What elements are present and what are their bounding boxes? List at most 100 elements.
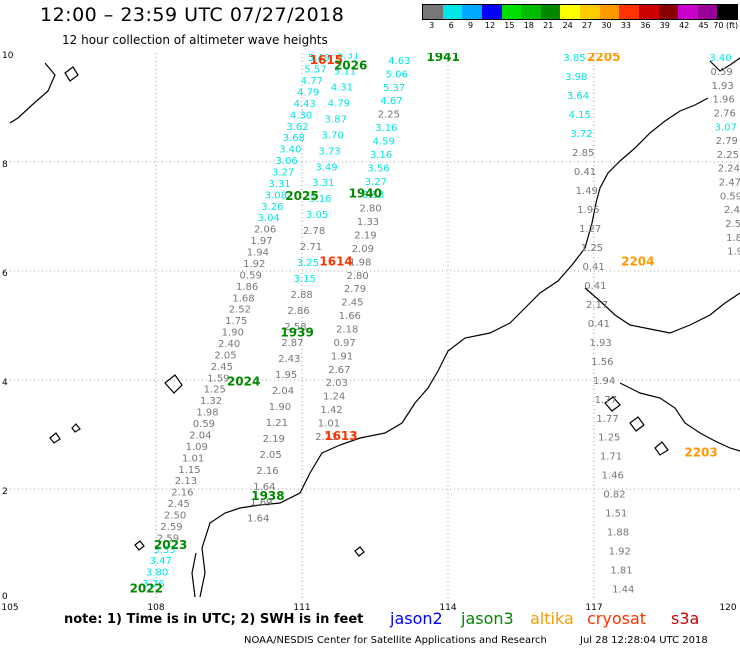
wave-height-value: 0.41 [584,281,606,292]
wave-height-value: 0.41 [588,319,610,330]
wave-height-value: 1.68 [232,293,254,304]
wave-height-value: 3.31 [268,179,290,190]
legend-swatch [599,5,620,19]
wave-height-value: 4.30 [290,110,312,121]
wave-height-value: 1.46 [602,471,624,482]
x-tick-105: 105 [1,603,19,613]
wave-height-value: 5.57 [304,65,326,76]
legend-swatch [521,5,541,19]
x-tick-108: 108 [147,603,165,613]
legend-swatch [580,5,600,19]
legend-label: 3 [429,21,435,30]
wave-height-value: 2.18 [336,325,358,336]
wave-height-value: 1.44 [612,585,634,596]
wave-height-value: 3.56 [367,163,389,174]
generated-timestamp: Jul 28 12:28:04 UTC 2018 [580,635,708,646]
wave-height-value: 2.80 [346,271,368,282]
wave-height-value: 1.8 [726,233,740,244]
wave-height-value: 2.78 [303,226,325,237]
y-tick-10: 10 [2,51,14,61]
wave-height-value: 1.25 [581,243,603,254]
wave-height-value: 2.59 [160,522,182,533]
pass-time-label: 2025 [285,189,318,203]
wave-height-value: 1.42 [320,405,342,416]
wave-height-value: 3.31 [312,178,334,189]
wave-height-value: 0.59 [240,270,262,281]
legend-swatch [481,5,502,19]
legend-swatch [619,5,639,19]
wave-height-value: 1.66 [339,311,361,322]
wave-height-value: 2.76 [714,108,736,119]
wave-height-value: 1.25 [204,385,226,396]
wave-height-value: 3.27 [365,177,387,188]
legend-swatch [678,5,698,19]
wave-height-value: 4.79 [328,98,350,109]
wave-height-value: 3.40 [279,145,301,156]
wave-height-value: 2.19 [354,230,376,241]
pass-time-label: 2022 [130,582,163,596]
coastline-borneo-east [619,382,740,452]
y-tick-6: 6 [2,269,8,279]
legend-label: 36 [640,21,651,30]
wave-height-value: 1.01 [182,453,204,464]
wave-height-value: 3.98 [565,72,587,83]
wave-height-value: 3.53 [362,190,384,201]
wave-height-value: 3.87 [325,114,347,125]
wave-height-value: 2.85 [572,148,594,159]
y-tick-8: 8 [2,160,8,170]
wave-height-value: 1.95 [275,370,297,381]
wave-height-value: 3.06 [276,156,298,167]
wave-height-value: 1.32 [200,396,222,407]
wave-height-value: 1.09 [186,442,208,453]
wave-height-value: 3.16 [309,194,331,205]
pass-time-label: 2204 [621,255,654,269]
wave-height-value: 3.72 [570,129,592,140]
wave-height-value: 1.92 [609,547,631,558]
wave-height-value: 5.31 [337,53,359,61]
legend-satellite-altika: altika [530,609,574,628]
x-tick-117: 117 [585,603,603,613]
islands-anambas [49,423,81,444]
pass-time-label: 2205 [587,53,620,64]
island-con-son [64,66,79,82]
wave-height-value: 2.79 [716,136,738,147]
wave-height-value: 2.47 [719,178,740,189]
coastline-borneo-west [199,97,709,598]
wave-height-value: 1.64 [247,514,269,525]
legend-satellite-s3a: s3a [671,609,700,628]
legend-swatch [462,5,482,19]
wave-height-value: 2.45 [168,499,190,510]
wave-height-value: 1.49 [576,186,598,197]
wave-height-value: 4.15 [569,110,591,121]
wave-height-value: 1.56 [591,357,613,368]
legend-label: 9 [468,21,474,30]
wave-height-value: 0.82 [603,490,625,501]
wave-height-value: 3.85 [563,53,585,64]
wave-height-value: 2.4 [724,205,740,216]
legend-label: 27 [581,21,593,30]
wave-height-value: 1.90 [269,402,291,413]
wave-height-value: 1.95 [577,205,599,216]
islands-riau [134,540,365,557]
coastlines [10,57,740,598]
legend-satellite-jason3: jason3 [461,609,514,628]
wave-height-value: 1.01 [318,419,340,430]
pass-time-label: 1615 [310,53,343,67]
wave-height-value: 0.41 [583,262,605,273]
wave-height-value: 3.64 [567,91,589,102]
wave-height-value: 2.25 [717,150,739,161]
wave-height-value: 4.63 [388,56,410,67]
wave-height-value: 2.45 [341,298,363,309]
wave-height-value: 3.70 [322,130,344,141]
wave-height-value: 2.79 [344,284,366,295]
wave-height-value: 2.13 [175,476,197,487]
legend-label: 6 [448,21,454,30]
wave-height-value: 1.71 [600,452,622,463]
wave-height-value: 3.62 [286,122,308,133]
wave-height-color-legend: 3 6 9 12 15 18 21 24 27 30 33 36 39 42 45 70 (ft) [422,4,738,30]
legend-swatch [540,5,561,19]
wave-height-value: 2.04 [272,386,294,397]
wave-height-value: 3.15 [294,274,316,285]
pass-time-label: 1941 [426,53,459,64]
